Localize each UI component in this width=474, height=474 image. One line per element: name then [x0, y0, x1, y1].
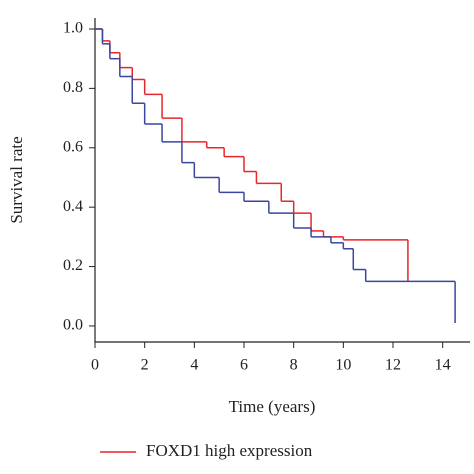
y-tick-label: 0.4: [63, 198, 83, 215]
x-tick-label: 8: [290, 357, 298, 374]
x-tick-label: 0: [91, 357, 99, 374]
y-tick-label: 0.2: [63, 257, 83, 274]
x-tick-label: 6: [240, 357, 248, 374]
y-tick-label: 0.0: [63, 317, 83, 334]
x-tick-label: 4: [190, 357, 198, 374]
y-tick-label: 1.0: [63, 20, 83, 37]
y-tick-label: 0.6: [63, 138, 83, 155]
y-axis-label: Survival rate: [7, 136, 26, 223]
x-tick-label: 12: [385, 357, 401, 374]
x-tick-label: 2: [141, 357, 149, 374]
x-axis-label: Time (years): [229, 397, 316, 416]
y-tick-label: 0.8: [63, 79, 83, 96]
x-tick-label: 14: [435, 357, 451, 374]
legend-label: FOXD1 high expression: [146, 441, 313, 460]
x-tick-label: 10: [335, 357, 351, 374]
